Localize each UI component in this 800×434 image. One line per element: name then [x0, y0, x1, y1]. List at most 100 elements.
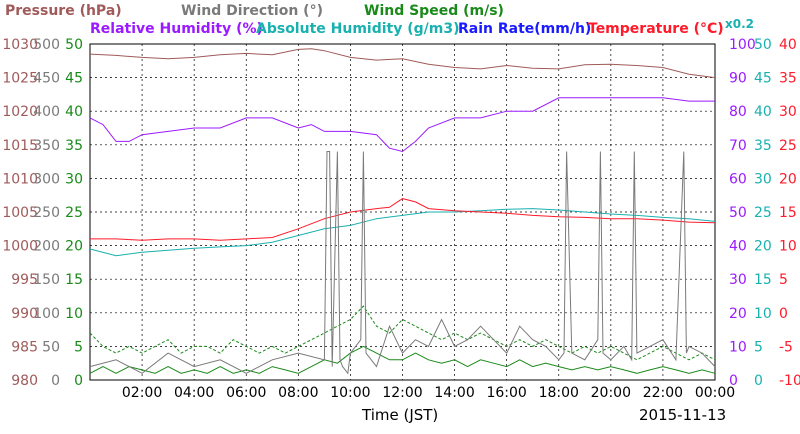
y-tick-wind-direction: 500 [33, 37, 60, 53]
x-tick-label: 08:00 [278, 385, 318, 401]
y-tick-absolute-humidity: 15 [754, 272, 772, 288]
y-tick-temperature: 40 [779, 37, 797, 53]
x-tick-label: 02:00 [122, 385, 162, 401]
x-tick-label: 18:00 [539, 385, 579, 401]
y-tick-temperature: 20 [779, 171, 797, 187]
y-tick-absolute-humidity: 0 [754, 373, 763, 389]
y-tick-temperature: -5 [779, 339, 793, 355]
y-tick-wind-direction: 150 [33, 272, 60, 288]
y-tick-wind-direction: 50 [42, 339, 60, 355]
y-tick-pressure: 1000 [2, 239, 38, 255]
series-lines [89, 48, 716, 375]
series-relative-humidity [89, 97, 715, 153]
y-tick-temperature: 35 [779, 71, 797, 87]
x-tick-label: 00:00 [695, 385, 735, 401]
y-tick-pressure: 1015 [2, 138, 38, 154]
y-tick-wind-speed: 5 [74, 339, 83, 355]
y-tick-wind-speed: 20 [65, 239, 83, 255]
y-tick-wind-direction: 100 [33, 306, 60, 322]
date-label: 2015-11-13 [639, 406, 726, 424]
y-tick-pressure: 995 [11, 272, 38, 288]
y-tick-pressure: 1020 [2, 104, 38, 120]
x-tick-label: 12:00 [382, 385, 422, 401]
series-absolute-humidity-g-m3 [89, 208, 716, 257]
legend-absolute-humidity: Absolute Humidity (g/m3) [256, 21, 459, 37]
y-axis-tick-labels: 1030102510201015101010051000995990985980… [2, 37, 800, 389]
x-axis-label: Time (JST) [361, 406, 438, 424]
y-tick-pressure: 990 [11, 306, 38, 322]
x-tick-label: 16:00 [486, 385, 526, 401]
y-tick-relative-humidity: 30 [729, 272, 747, 288]
legend-relative-humidity: Relative Humidity (%) [90, 21, 263, 37]
y-tick-absolute-humidity: 35 [754, 138, 772, 154]
x-tick-label: 10:00 [330, 385, 370, 401]
legend-rain-rate: Rain Rate(mm/h) [458, 21, 591, 37]
y-tick-wind-speed: 30 [65, 171, 83, 187]
x-axis-tick-labels: 02:00 04:00 06:00 08:00 10:00 12:00 14:00 16:00… [122, 385, 735, 401]
y-tick-wind-speed: 15 [65, 272, 83, 288]
y-tick-relative-humidity: 10 [729, 339, 747, 355]
y-tick-relative-humidity: 70 [729, 138, 747, 154]
series-wind-speed-m-s [89, 345, 716, 374]
series-temperature-c [90, 198, 716, 241]
y-tick-temperature: -10 [779, 373, 800, 389]
y-tick-wind-speed: 25 [65, 205, 83, 221]
y-tick-wind-direction: 400 [33, 104, 60, 120]
y-tick-wind-speed: 50 [65, 37, 83, 53]
y-tick-temperature: 30 [779, 104, 797, 120]
y-tick-wind-direction: 250 [33, 205, 60, 221]
y-tick-absolute-humidity: 25 [754, 205, 772, 221]
legend-pressure: Pressure (hPa) [5, 3, 122, 19]
legend-temperature: Temperature (°C) [588, 21, 724, 37]
y-tick-pressure: 1005 [2, 205, 38, 221]
x-tick-label: 06:00 [226, 385, 266, 401]
series-wind-speed-max-m-s [89, 305, 716, 361]
y-tick-wind-direction: 200 [33, 239, 60, 255]
y-tick-absolute-humidity: 20 [754, 239, 772, 255]
y-tick-temperature: 25 [779, 138, 797, 154]
x-tick-label: 22:00 [643, 385, 683, 401]
y-tick-pressure: 980 [11, 373, 38, 389]
y-tick-relative-humidity: 60 [729, 171, 747, 187]
y-tick-temperature: 15 [779, 205, 797, 221]
grid-lines [90, 44, 715, 380]
y-tick-relative-humidity: 80 [729, 104, 747, 120]
y-tick-wind-direction: 300 [33, 171, 60, 187]
y-tick-wind-speed: 45 [65, 71, 83, 87]
y-tick-wind-direction: 450 [33, 71, 60, 87]
y-tick-temperature: 10 [779, 239, 797, 255]
y-tick-wind-direction: 350 [33, 138, 60, 154]
series-wind-direction [89, 151, 716, 375]
y-tick-temperature: 5 [779, 272, 788, 288]
y-tick-wind-speed: 0 [74, 373, 83, 389]
y-tick-relative-humidity: 20 [729, 306, 747, 322]
legend-wind-direction: Wind Direction (°) [181, 3, 323, 19]
y-tick-absolute-humidity: 10 [754, 306, 772, 322]
y-tick-wind-speed: 35 [65, 138, 83, 154]
x-tick-label: 14:00 [434, 385, 474, 401]
series-pressure-hpa [89, 48, 716, 79]
legend-wind-speed: Wind Speed (m/s) [364, 3, 504, 19]
y-tick-absolute-humidity: 45 [754, 71, 772, 87]
y-tick-wind-speed: 40 [65, 104, 83, 120]
y-tick-relative-humidity: 100 [729, 37, 756, 53]
y-tick-absolute-humidity: 40 [754, 104, 772, 120]
y-tick-absolute-humidity: 5 [754, 339, 763, 355]
y-tick-absolute-humidity: 30 [754, 171, 772, 187]
x-tick-label: 20:00 [591, 385, 631, 401]
y-tick-pressure: 1010 [2, 171, 38, 187]
y-tick-relative-humidity: 90 [729, 71, 747, 87]
y-tick-wind-direction: 0 [51, 373, 60, 389]
absolute-humidity-scale-note: x0.2 [725, 17, 754, 31]
y-tick-wind-speed: 10 [65, 306, 83, 322]
y-tick-pressure: 985 [11, 339, 38, 355]
y-tick-relative-humidity: 50 [729, 205, 747, 221]
y-tick-pressure: 1030 [2, 37, 38, 53]
y-tick-absolute-humidity: 50 [754, 37, 772, 53]
x-tick-label: 04:00 [174, 385, 214, 401]
y-tick-temperature: 0 [779, 306, 788, 322]
y-tick-pressure: 1025 [2, 71, 38, 87]
y-tick-relative-humidity: 0 [729, 373, 738, 389]
y-tick-relative-humidity: 40 [729, 239, 747, 255]
